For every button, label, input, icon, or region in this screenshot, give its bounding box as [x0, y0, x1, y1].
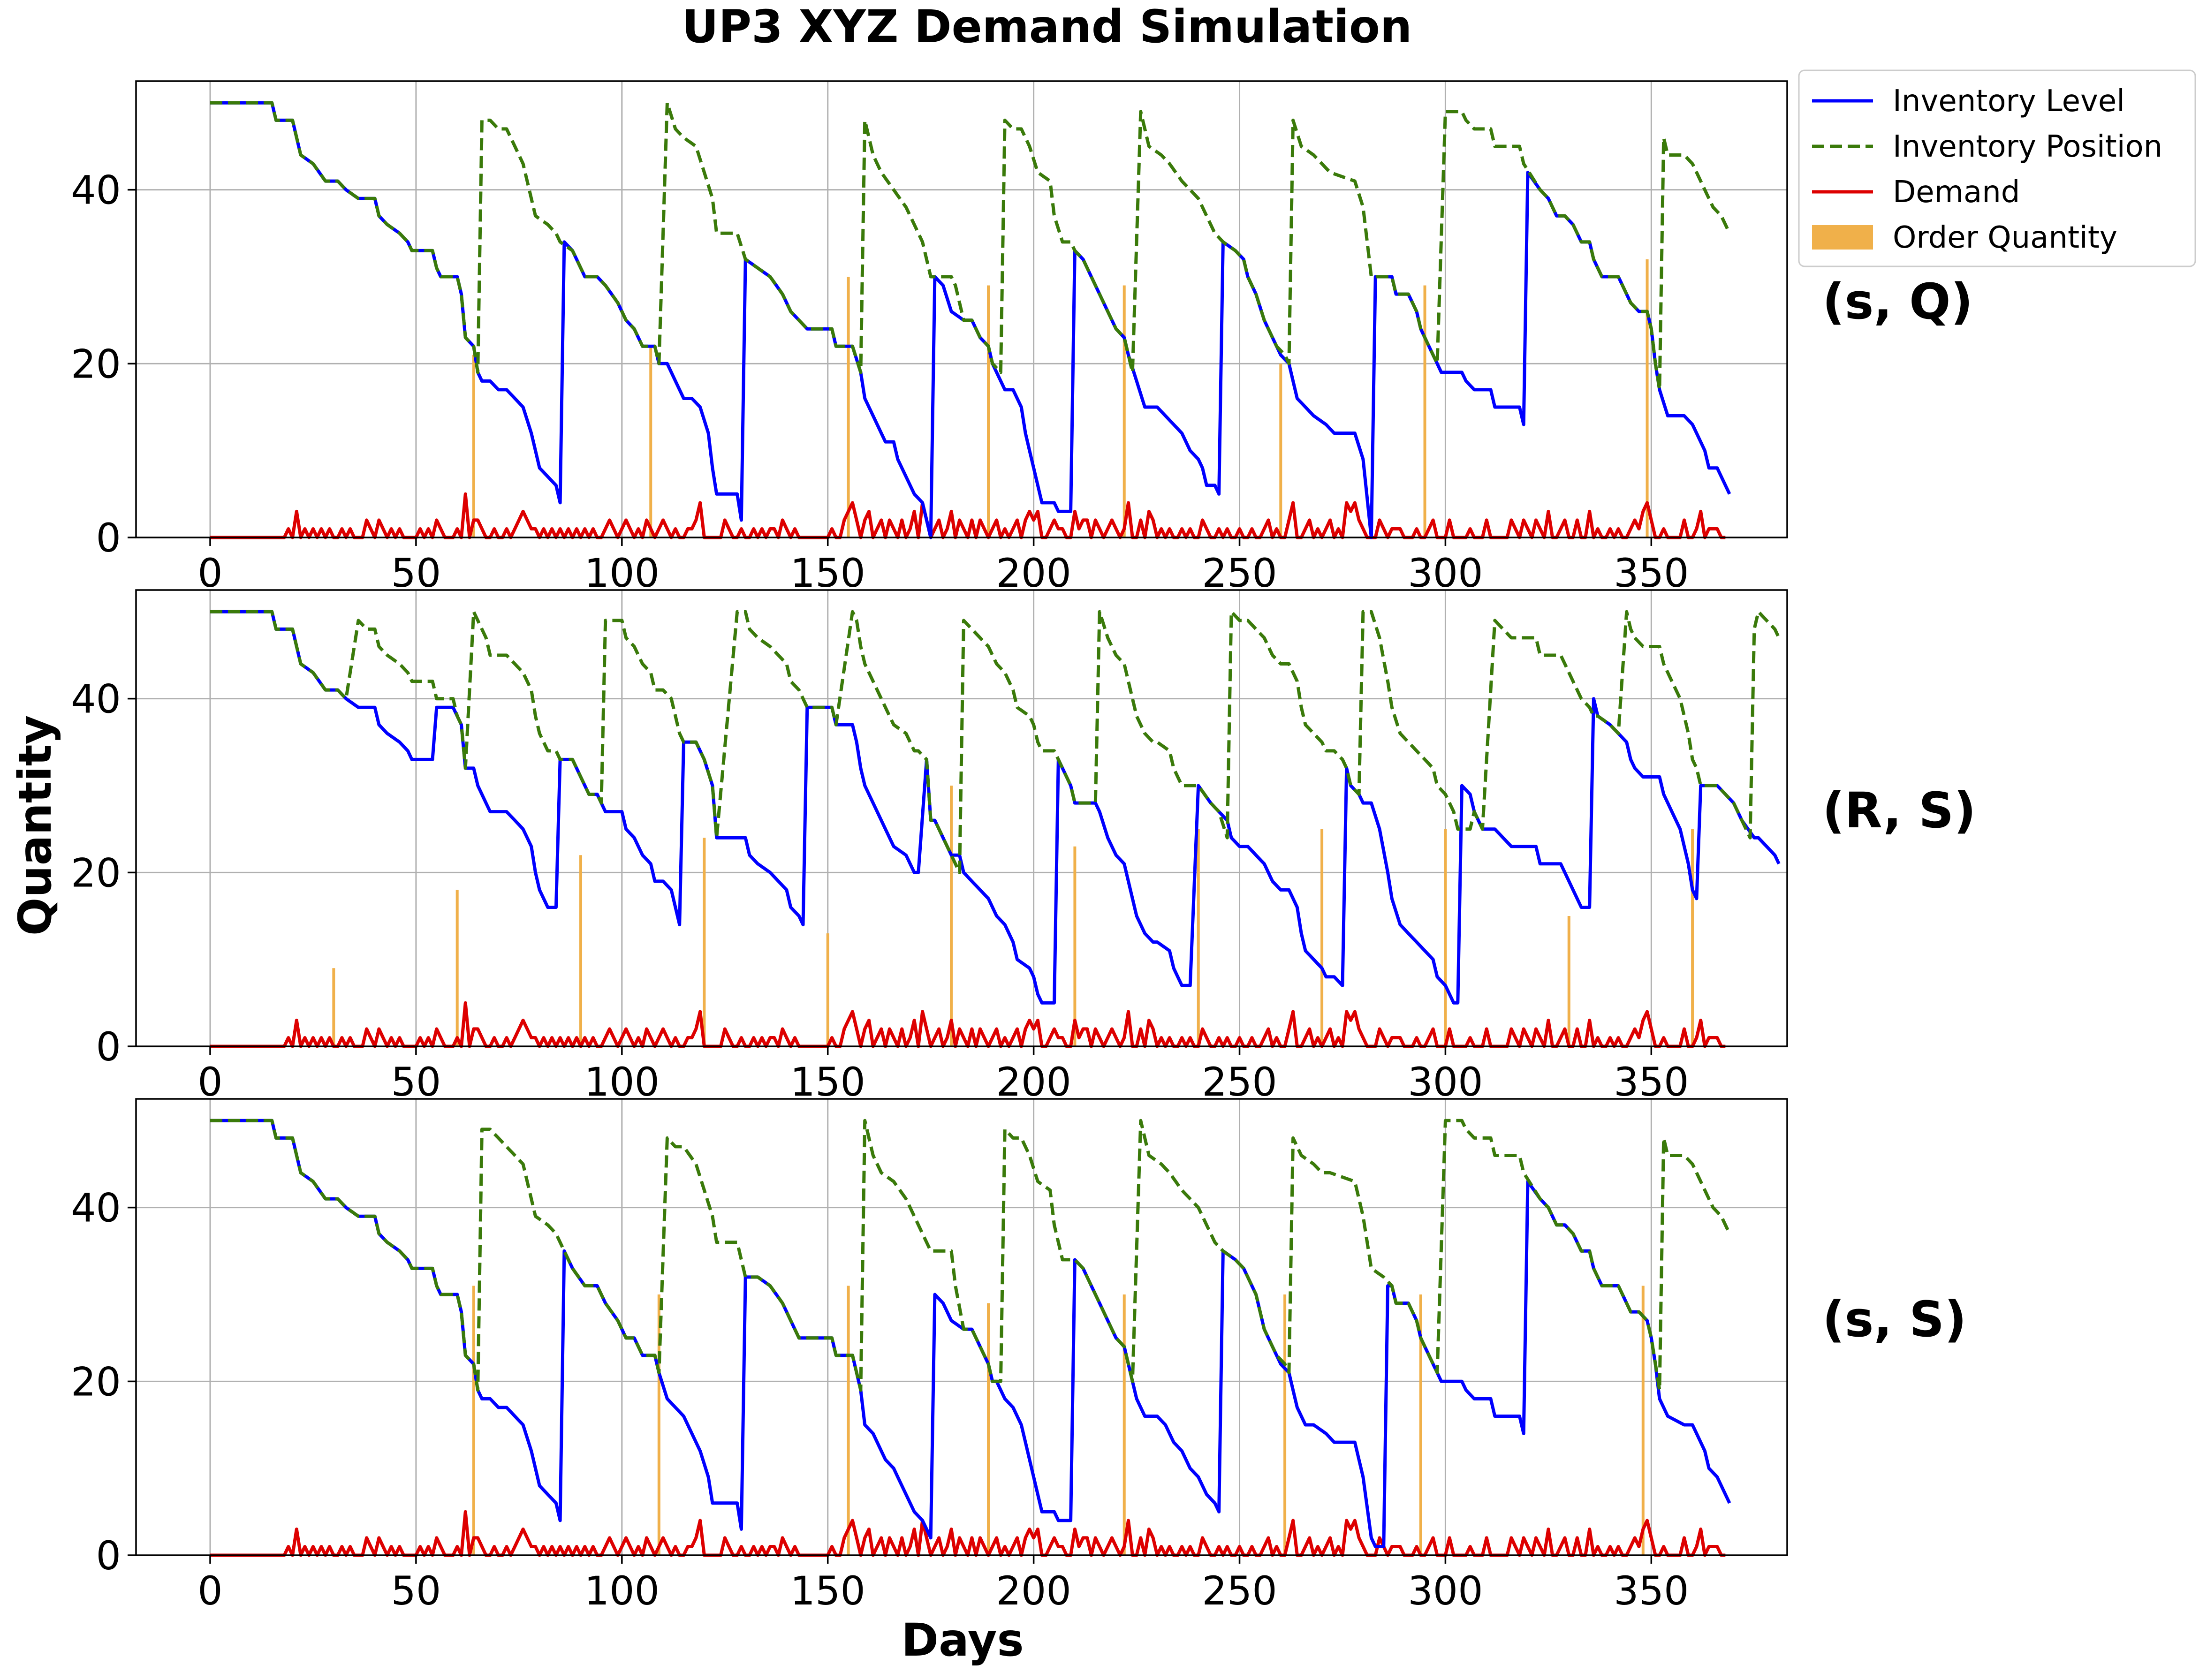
order-bar [472, 355, 475, 537]
order-bar [1197, 829, 1200, 1046]
y-tick-label: 0 [96, 1024, 121, 1070]
order-bar [1567, 916, 1570, 1046]
legend: Inventory Level Inventory Position Demand O… [1798, 69, 2196, 267]
x-tick-label: 250 [1202, 550, 1277, 596]
x-tick-label: 150 [790, 1059, 865, 1105]
x-tick-label: 350 [1614, 550, 1689, 596]
order-bar [987, 1303, 990, 1555]
y-tick-label: 40 [71, 1185, 121, 1231]
order-bar [1122, 1294, 1126, 1555]
x-tick-label: 350 [1614, 1568, 1689, 1614]
order-bar [1279, 363, 1282, 537]
order-bar [1122, 285, 1126, 537]
y-tick-label: 40 [71, 676, 121, 722]
legend-label: Demand [1893, 175, 2020, 210]
order-bar [1646, 259, 1649, 537]
x-tick-label: 300 [1408, 550, 1483, 596]
legend-label: Order Quantity [1893, 220, 2117, 255]
order-bar [657, 1294, 660, 1555]
order-bar [703, 838, 706, 1046]
legend-box [1798, 69, 2196, 267]
panel-3: 0 50 100 150 200 250 300 350 0 20 40 (s, S) [71, 1098, 1967, 1614]
order-bar [987, 285, 990, 537]
x-tick-label: 150 [790, 550, 865, 596]
y-tick-label: 40 [71, 167, 121, 213]
order-bar [847, 277, 850, 537]
order-bar [1320, 829, 1324, 1046]
x-tick-label: 100 [584, 550, 660, 596]
panel-label: (s, S) [1822, 1291, 1967, 1348]
order-bar [847, 1286, 850, 1555]
panel-2: 0 50 100 150 200 250 300 350 0 20 40 (R, S) [71, 589, 1976, 1105]
x-tick-label: 0 [197, 1059, 222, 1105]
x-tick-label: 200 [996, 550, 1071, 596]
legend-label: Inventory Position [1893, 129, 2162, 164]
order-bar [1283, 1294, 1287, 1555]
x-tick-label: 0 [197, 550, 222, 596]
panel-1: 0 50 100 150 200 250 300 350 0 20 40 (s, Q) [71, 80, 1973, 596]
x-tick-label: 350 [1614, 1059, 1689, 1105]
inventory-position-line [210, 1119, 1731, 1392]
chart-title: UP3 XYZ Demand Simulation [682, 0, 1412, 53]
panel-label: (R, S) [1822, 782, 1976, 839]
plot-frame [135, 80, 1788, 538]
y-tick-label: 0 [96, 515, 121, 561]
order-bar [649, 346, 652, 537]
plot-frame [135, 589, 1788, 1047]
order-bar [1073, 846, 1077, 1046]
y-tick-label: 0 [96, 1533, 121, 1579]
x-tick-label: 300 [1408, 1059, 1483, 1105]
x-tick-label: 200 [996, 1059, 1071, 1105]
panel-label: (s, Q) [1822, 273, 1973, 330]
x-tick-label: 100 [584, 1568, 660, 1614]
order-bar [1641, 1286, 1645, 1555]
inventory-position-line [210, 610, 1781, 874]
x-tick-label: 250 [1202, 1059, 1277, 1105]
order-bar [472, 1286, 475, 1555]
order-bar [332, 968, 335, 1046]
x-tick-label: 0 [197, 1568, 222, 1614]
legend-swatch [1812, 225, 1873, 250]
order-bar [950, 786, 953, 1046]
x-tick-label: 50 [391, 1568, 441, 1614]
y-tick-label: 20 [71, 1359, 121, 1405]
x-tick-label: 200 [996, 1568, 1071, 1614]
x-tick-label: 250 [1202, 1568, 1277, 1614]
y-tick-label: 20 [71, 341, 121, 387]
inventory-level-line [210, 610, 1781, 1005]
legend-label: Inventory Level [1893, 84, 2125, 119]
inventory-position-line [210, 101, 1731, 392]
x-tick-label: 50 [391, 550, 441, 596]
x-tick-label: 50 [391, 1059, 441, 1105]
order-bar [455, 890, 459, 1046]
inventory-level-line [210, 101, 1731, 539]
x-axis-label: Days [901, 1614, 1024, 1666]
order-bar [1419, 1294, 1422, 1555]
x-tick-label: 300 [1408, 1568, 1483, 1614]
y-tick-label: 20 [71, 850, 121, 896]
x-tick-label: 100 [584, 1059, 660, 1105]
order-bar [1691, 829, 1694, 1046]
order-bar [1444, 829, 1447, 1046]
order-bar [579, 855, 583, 1046]
inventory-level-line [210, 1119, 1731, 1548]
order-bar [1423, 285, 1426, 537]
plot-frame [135, 1098, 1788, 1556]
y-axis-label: Quantity [9, 715, 61, 936]
order-bar [826, 933, 829, 1046]
x-tick-label: 150 [790, 1568, 865, 1614]
